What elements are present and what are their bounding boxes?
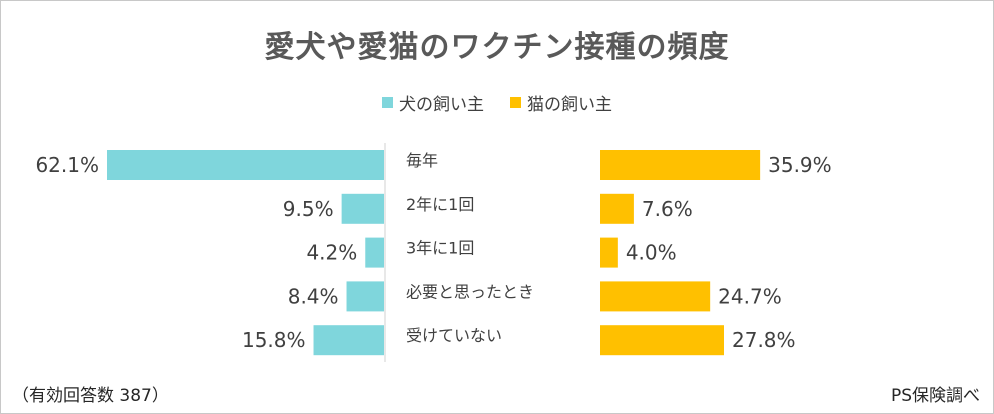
data-label-dog-4: 15.8% xyxy=(242,328,306,352)
bar-dog-0 xyxy=(107,150,384,180)
data-label-cat-3: 24.7% xyxy=(718,284,782,308)
category-label-0: 毎年 xyxy=(406,151,438,170)
category-label-2: 3年に1回 xyxy=(406,239,474,258)
footnote: （有効回答数 387） xyxy=(12,386,169,406)
data-label-dog-0: 62.1% xyxy=(35,153,99,177)
legend-item-cat: 猫の飼い主 xyxy=(510,90,612,115)
chart-title: 愛犬や愛猫のワクチン接種の頻度 xyxy=(264,30,730,65)
bar-dog-2 xyxy=(365,237,384,268)
category-label-4: 受けていない xyxy=(406,326,502,345)
source-credit: PS保険調べ xyxy=(890,386,980,406)
data-label-dog-3: 8.4% xyxy=(288,284,339,308)
bar-dog-4 xyxy=(313,325,384,356)
legend-item-dog: 犬の飼い主 xyxy=(382,90,484,115)
legend: 犬の飼い主 猫の飼い主 xyxy=(0,90,994,115)
bar-cat-3 xyxy=(600,281,711,312)
data-label-cat-2: 4.0% xyxy=(626,241,677,265)
data-label-cat-1: 7.6% xyxy=(642,197,693,221)
legend-label-cat: 猫の飼い主 xyxy=(527,95,612,115)
legend-label-dog: 犬の飼い主 xyxy=(399,95,484,115)
legend-swatch-cat xyxy=(510,97,521,108)
bar-dog-1 xyxy=(341,193,384,224)
data-label-dog-2: 4.2% xyxy=(306,241,357,265)
data-label-cat-4: 27.8% xyxy=(732,328,796,352)
legend-swatch-dog xyxy=(382,97,393,108)
bar-dog-3 xyxy=(346,281,384,312)
bar-cat-4 xyxy=(600,325,725,356)
category-label-3: 必要と思ったとき xyxy=(406,282,534,301)
category-label-1: 2年に1回 xyxy=(406,195,474,214)
bar-cat-1 xyxy=(600,193,634,224)
data-label-dog-1: 9.5% xyxy=(283,197,334,221)
bar-cat-0 xyxy=(600,150,761,180)
data-label-cat-0: 35.9% xyxy=(768,153,832,177)
bar-cat-2 xyxy=(600,237,618,268)
